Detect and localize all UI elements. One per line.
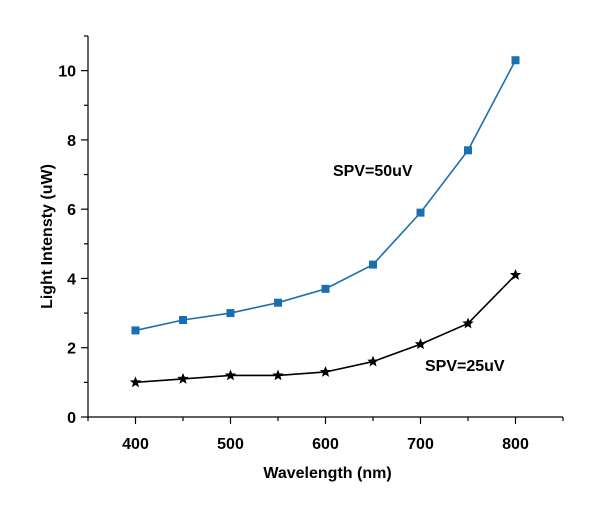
- y-tick-label: 2: [67, 341, 76, 358]
- series-label-spv-25uv: SPV=25uV: [425, 358, 505, 375]
- x-tick-label: 500: [217, 436, 244, 453]
- y-tick-label: 0: [67, 410, 76, 427]
- data-point: [319, 365, 332, 377]
- data-point: [226, 309, 235, 318]
- data-point: [462, 317, 474, 329]
- y-tick-label: 8: [67, 133, 76, 150]
- data-point: [321, 284, 330, 293]
- y-tick-label: 6: [67, 202, 76, 219]
- x-tick-label: 700: [407, 436, 434, 453]
- x-ticks: 400 500 600 700 800: [87, 417, 564, 453]
- series-label-spv-50uv: SPV=50uV: [333, 163, 413, 180]
- data-point: [224, 369, 237, 381]
- data-point: [464, 146, 472, 155]
- data-point: [367, 355, 379, 367]
- y-tick-label: 4: [67, 271, 76, 288]
- x-axis-title: Wavelength (nm): [263, 465, 391, 482]
- x-tick-label: 400: [122, 436, 149, 453]
- data-point: [272, 369, 284, 381]
- data-point: [177, 372, 189, 384]
- y-ticks: 0 2 4 6 8 10: [58, 35, 88, 427]
- data-point: [511, 56, 520, 65]
- axes: 400 500 600 700 800 0 2 4 6 8 10: [58, 35, 564, 453]
- y-tick-label: 10: [58, 64, 76, 81]
- data-point: [129, 376, 142, 388]
- x-tick-label: 800: [502, 436, 529, 453]
- data-point: [414, 338, 427, 350]
- series-1: [129, 268, 522, 388]
- data-point: [274, 298, 282, 307]
- series-0: [131, 56, 520, 335]
- series-layer: [129, 56, 522, 388]
- data-point: [509, 268, 522, 280]
- data-point: [179, 316, 187, 325]
- data-point: [131, 326, 140, 335]
- y-axis-title: Light Intensty (uW): [39, 164, 56, 309]
- data-point: [369, 260, 377, 269]
- data-point: [416, 208, 425, 217]
- x-tick-label: 600: [312, 436, 339, 453]
